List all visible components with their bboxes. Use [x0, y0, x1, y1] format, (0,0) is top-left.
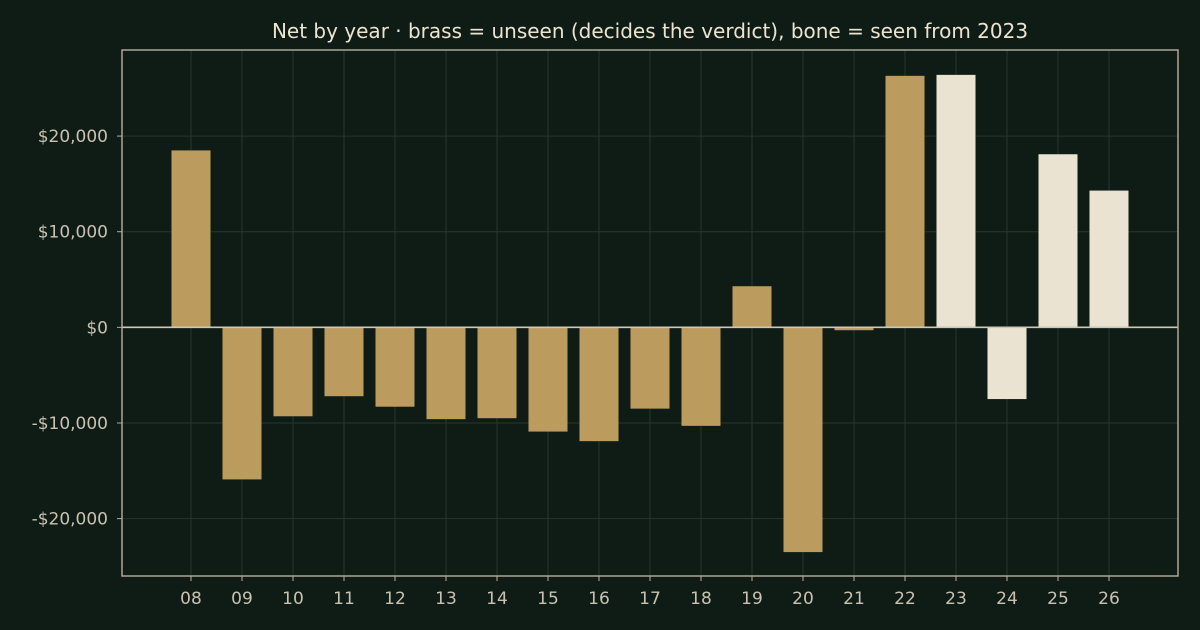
bar-11 [324, 327, 364, 397]
x-tick-label: 09 [231, 589, 253, 609]
y-tick-label: $20,000 [38, 127, 108, 147]
x-tick-label: 26 [1098, 589, 1120, 609]
x-tick-label: 22 [894, 589, 916, 609]
bar-23 [936, 74, 976, 328]
x-tick-label: 08 [180, 589, 202, 609]
x-tick-label: 21 [843, 589, 865, 609]
x-tick-label: 24 [996, 589, 1018, 609]
x-tick-label: 13 [435, 589, 457, 609]
x-tick-label: 12 [384, 589, 406, 609]
x-tick-label: 20 [792, 589, 814, 609]
x-tick-label: 14 [486, 589, 508, 609]
y-tick-label: -$20,000 [32, 510, 108, 530]
bar-16 [579, 327, 619, 442]
bar-25 [1038, 154, 1078, 328]
axes: -$20,000 -$10,000 $0 $10,000 $20,000 08 09 10 11… [32, 49, 1179, 609]
bar-19 [732, 286, 772, 328]
y-tick-label: -$10,000 [32, 414, 108, 434]
bar-14 [477, 327, 517, 419]
x-tick-label: 16 [588, 589, 610, 609]
x-tick-label: 25 [1047, 589, 1069, 609]
grid-lines [122, 50, 1178, 576]
chart-title: Net by year · brass = unseen (decides th… [272, 19, 1028, 43]
bar-20 [783, 327, 823, 553]
x-tick-label: 19 [741, 589, 763, 609]
x-tick-label: 17 [639, 589, 661, 609]
bar-17 [630, 327, 670, 409]
bar-18 [681, 327, 721, 426]
bar-12 [375, 327, 415, 407]
x-tick-label: 10 [282, 589, 304, 609]
x-tick-label: 18 [690, 589, 712, 609]
bar-21 [834, 327, 874, 331]
bar-26 [1089, 190, 1129, 328]
bar-15 [528, 327, 568, 432]
bar-10 [273, 327, 313, 417]
y-tick-label: $0 [86, 318, 108, 338]
bar-24 [987, 327, 1027, 400]
bar-22 [885, 75, 925, 328]
bar-08 [171, 150, 211, 328]
x-tick-label: 15 [537, 589, 559, 609]
bar-13 [426, 327, 466, 420]
y-tick-label: $10,000 [38, 223, 108, 243]
x-tick-label: 11 [333, 589, 355, 609]
x-tick-label: 23 [945, 589, 967, 609]
bars [171, 74, 1129, 553]
bar-09 [222, 327, 262, 480]
